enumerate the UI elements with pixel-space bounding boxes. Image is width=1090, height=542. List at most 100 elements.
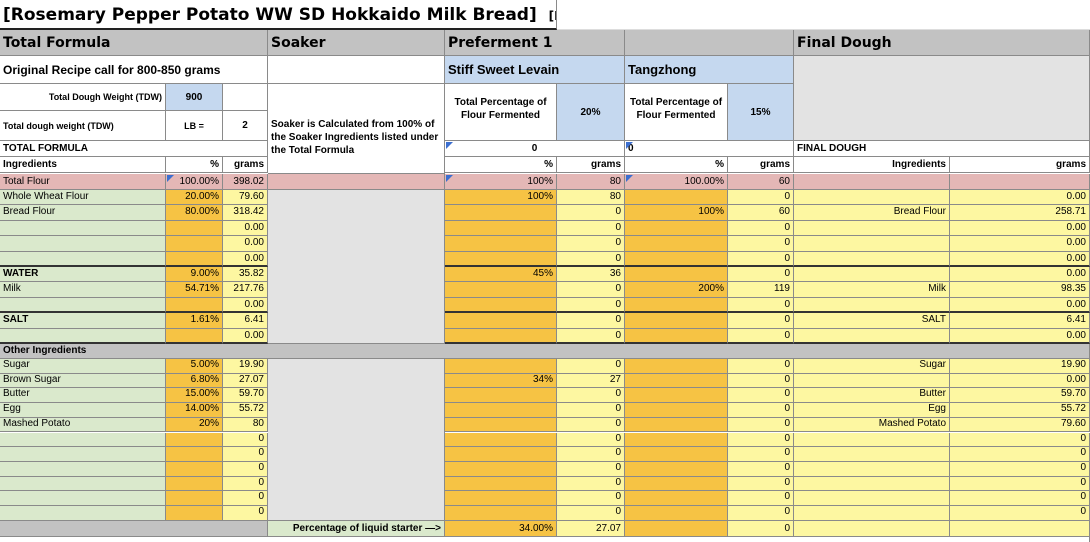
ingredient-pct[interactable]: 20.00% [166, 190, 223, 206]
final-grams[interactable]: 0 [950, 506, 1090, 521]
ingredient-pct[interactable]: 54.71% [166, 282, 223, 298]
empty-title-cell[interactable] [557, 0, 1090, 30]
tangzhong-pct[interactable]: 200% [625, 282, 728, 298]
header-preferment-2[interactable] [625, 30, 794, 56]
final-grams[interactable]: 0.00 [950, 251, 1090, 267]
tangzhong-grams[interactable]: 0 [728, 190, 794, 206]
tangzhong-pct[interactable] [625, 403, 728, 418]
tdw-lb-value[interactable]: 2 [223, 111, 268, 141]
ingredient-grams[interactable]: 0.00 [223, 251, 268, 267]
tangzhong-grams[interactable]: 0 [728, 297, 794, 314]
ingredient-pct[interactable] [166, 432, 223, 448]
ingredient-name[interactable] [0, 476, 166, 492]
levain-pct[interactable] [445, 282, 557, 298]
ingredient-name[interactable] [0, 461, 166, 477]
levain-flour-grams[interactable]: 80 [557, 174, 625, 190]
ingredient-grams[interactable]: 0.00 [223, 328, 268, 344]
ingredient-pct[interactable] [166, 447, 223, 462]
levain-pct[interactable] [445, 403, 557, 418]
tangzhong-grams[interactable]: 0 [728, 491, 794, 506]
next-row-partial[interactable] [0, 537, 1090, 542]
tangzhong-pct[interactable] [625, 417, 728, 433]
final-grams[interactable]: 0 [950, 476, 1090, 492]
ingredient-name[interactable]: Milk [0, 282, 166, 298]
final-ingredient-name[interactable] [794, 373, 950, 389]
tangzhong-pct[interactable] [625, 190, 728, 206]
tangzhong-pct[interactable] [625, 313, 728, 329]
total-flour-pct[interactable]: 100.00% [166, 174, 223, 190]
final-grams[interactable]: 0.00 [950, 297, 1090, 314]
final-ingredient-name[interactable] [794, 461, 950, 477]
final-grams[interactable]: 0 [950, 491, 1090, 506]
ingredient-grams[interactable]: 0 [223, 432, 268, 448]
levain-grams[interactable]: 80 [557, 190, 625, 206]
final-ingredient-name[interactable] [794, 297, 950, 314]
tdw-blank[interactable] [223, 84, 268, 111]
final-ingredient-name[interactable] [794, 447, 950, 462]
ingredient-name[interactable] [0, 506, 166, 521]
final-ingredient-name[interactable] [794, 476, 950, 492]
ingredient-pct[interactable]: 80.00% [166, 205, 223, 221]
tz-flour-grams[interactable]: 60 [728, 174, 794, 190]
ingredient-pct[interactable] [166, 491, 223, 506]
tangzhong-grams[interactable]: 0 [728, 447, 794, 462]
final-ingredient-name[interactable] [794, 328, 950, 344]
tangzhong-pct[interactable] [625, 297, 728, 314]
levain-grams[interactable]: 0 [557, 359, 625, 374]
liquid-starter-blank[interactable] [0, 521, 268, 537]
final-ingredient-name[interactable] [794, 491, 950, 506]
original-recipe-note[interactable]: Original Recipe call for 800-850 grams [0, 56, 268, 84]
ingredient-name[interactable]: Sugar [0, 359, 166, 374]
levain-grams[interactable]: 0 [557, 447, 625, 462]
tangzhong-grams[interactable]: 119 [728, 282, 794, 298]
ingredient-grams[interactable]: 55.72 [223, 403, 268, 418]
levain-pct[interactable] [445, 328, 557, 344]
liquid-starter-final-grams[interactable] [950, 521, 1090, 537]
ingredient-pct[interactable]: 5.00% [166, 359, 223, 374]
recipe-title-cell[interactable]: [Rosemary Pepper Potato WW SD Hokkaido M… [0, 0, 557, 30]
levain-grams[interactable]: 0 [557, 251, 625, 267]
ingredient-name[interactable]: WATER [0, 267, 166, 283]
ingredient-grams[interactable]: 59.70 [223, 388, 268, 404]
ingredient-pct[interactable]: 1.61% [166, 313, 223, 329]
levain-zero[interactable]: 0 [445, 141, 625, 157]
levain-pct[interactable] [445, 236, 557, 252]
tangzhong-pct[interactable] [625, 447, 728, 462]
tangzhong-pct[interactable] [625, 267, 728, 283]
final-ingredient-name[interactable] [794, 432, 950, 448]
liquid-starter-final-name[interactable] [794, 521, 950, 537]
levain-grams[interactable]: 0 [557, 297, 625, 314]
soaker-block-2[interactable] [268, 359, 445, 521]
levain-grams[interactable]: 0 [557, 461, 625, 477]
tangzhong-grams[interactable]: 0 [728, 373, 794, 389]
levain-grams[interactable]: 0 [557, 403, 625, 418]
soaker-flour-cell[interactable] [268, 174, 445, 190]
header-soaker[interactable]: Soaker [268, 30, 445, 56]
header-final-dough[interactable]: Final Dough [794, 30, 1090, 56]
header-total-formula[interactable]: Total Formula [0, 30, 268, 56]
levain-grams[interactable]: 36 [557, 267, 625, 283]
final-grams[interactable]: 6.41 [950, 313, 1090, 329]
tangzhong-name[interactable]: Tangzhong [625, 56, 794, 84]
levain-pct[interactable]: 100% [445, 190, 557, 206]
tangzhong-grams[interactable]: 0 [728, 313, 794, 329]
ingredient-name[interactable] [0, 297, 166, 314]
tangzhong-grams[interactable]: 0 [728, 432, 794, 448]
levain-pct[interactable]: 45% [445, 267, 557, 283]
soaker-sub-cell[interactable] [268, 56, 445, 84]
tangzhong-pct[interactable] [625, 373, 728, 389]
levain-pct[interactable] [445, 417, 557, 433]
tangzhong-grams[interactable]: 0 [728, 403, 794, 418]
levain-grams[interactable]: 0 [557, 506, 625, 521]
final-grams[interactable]: 258.71 [950, 205, 1090, 221]
final-ingredient-name[interactable] [794, 190, 950, 206]
tangzhong-grams[interactable]: 0 [728, 388, 794, 404]
tangzhong-pct[interactable] [625, 220, 728, 237]
levain-pct[interactable] [445, 461, 557, 477]
ingredient-pct[interactable] [166, 328, 223, 344]
ingredient-grams[interactable]: 80 [223, 417, 268, 433]
liquid-starter-pct[interactable]: 34.00% [445, 521, 557, 537]
ingredient-grams[interactable]: 0 [223, 491, 268, 506]
ingredient-pct[interactable] [166, 251, 223, 267]
ingredient-grams[interactable]: 27.07 [223, 373, 268, 389]
